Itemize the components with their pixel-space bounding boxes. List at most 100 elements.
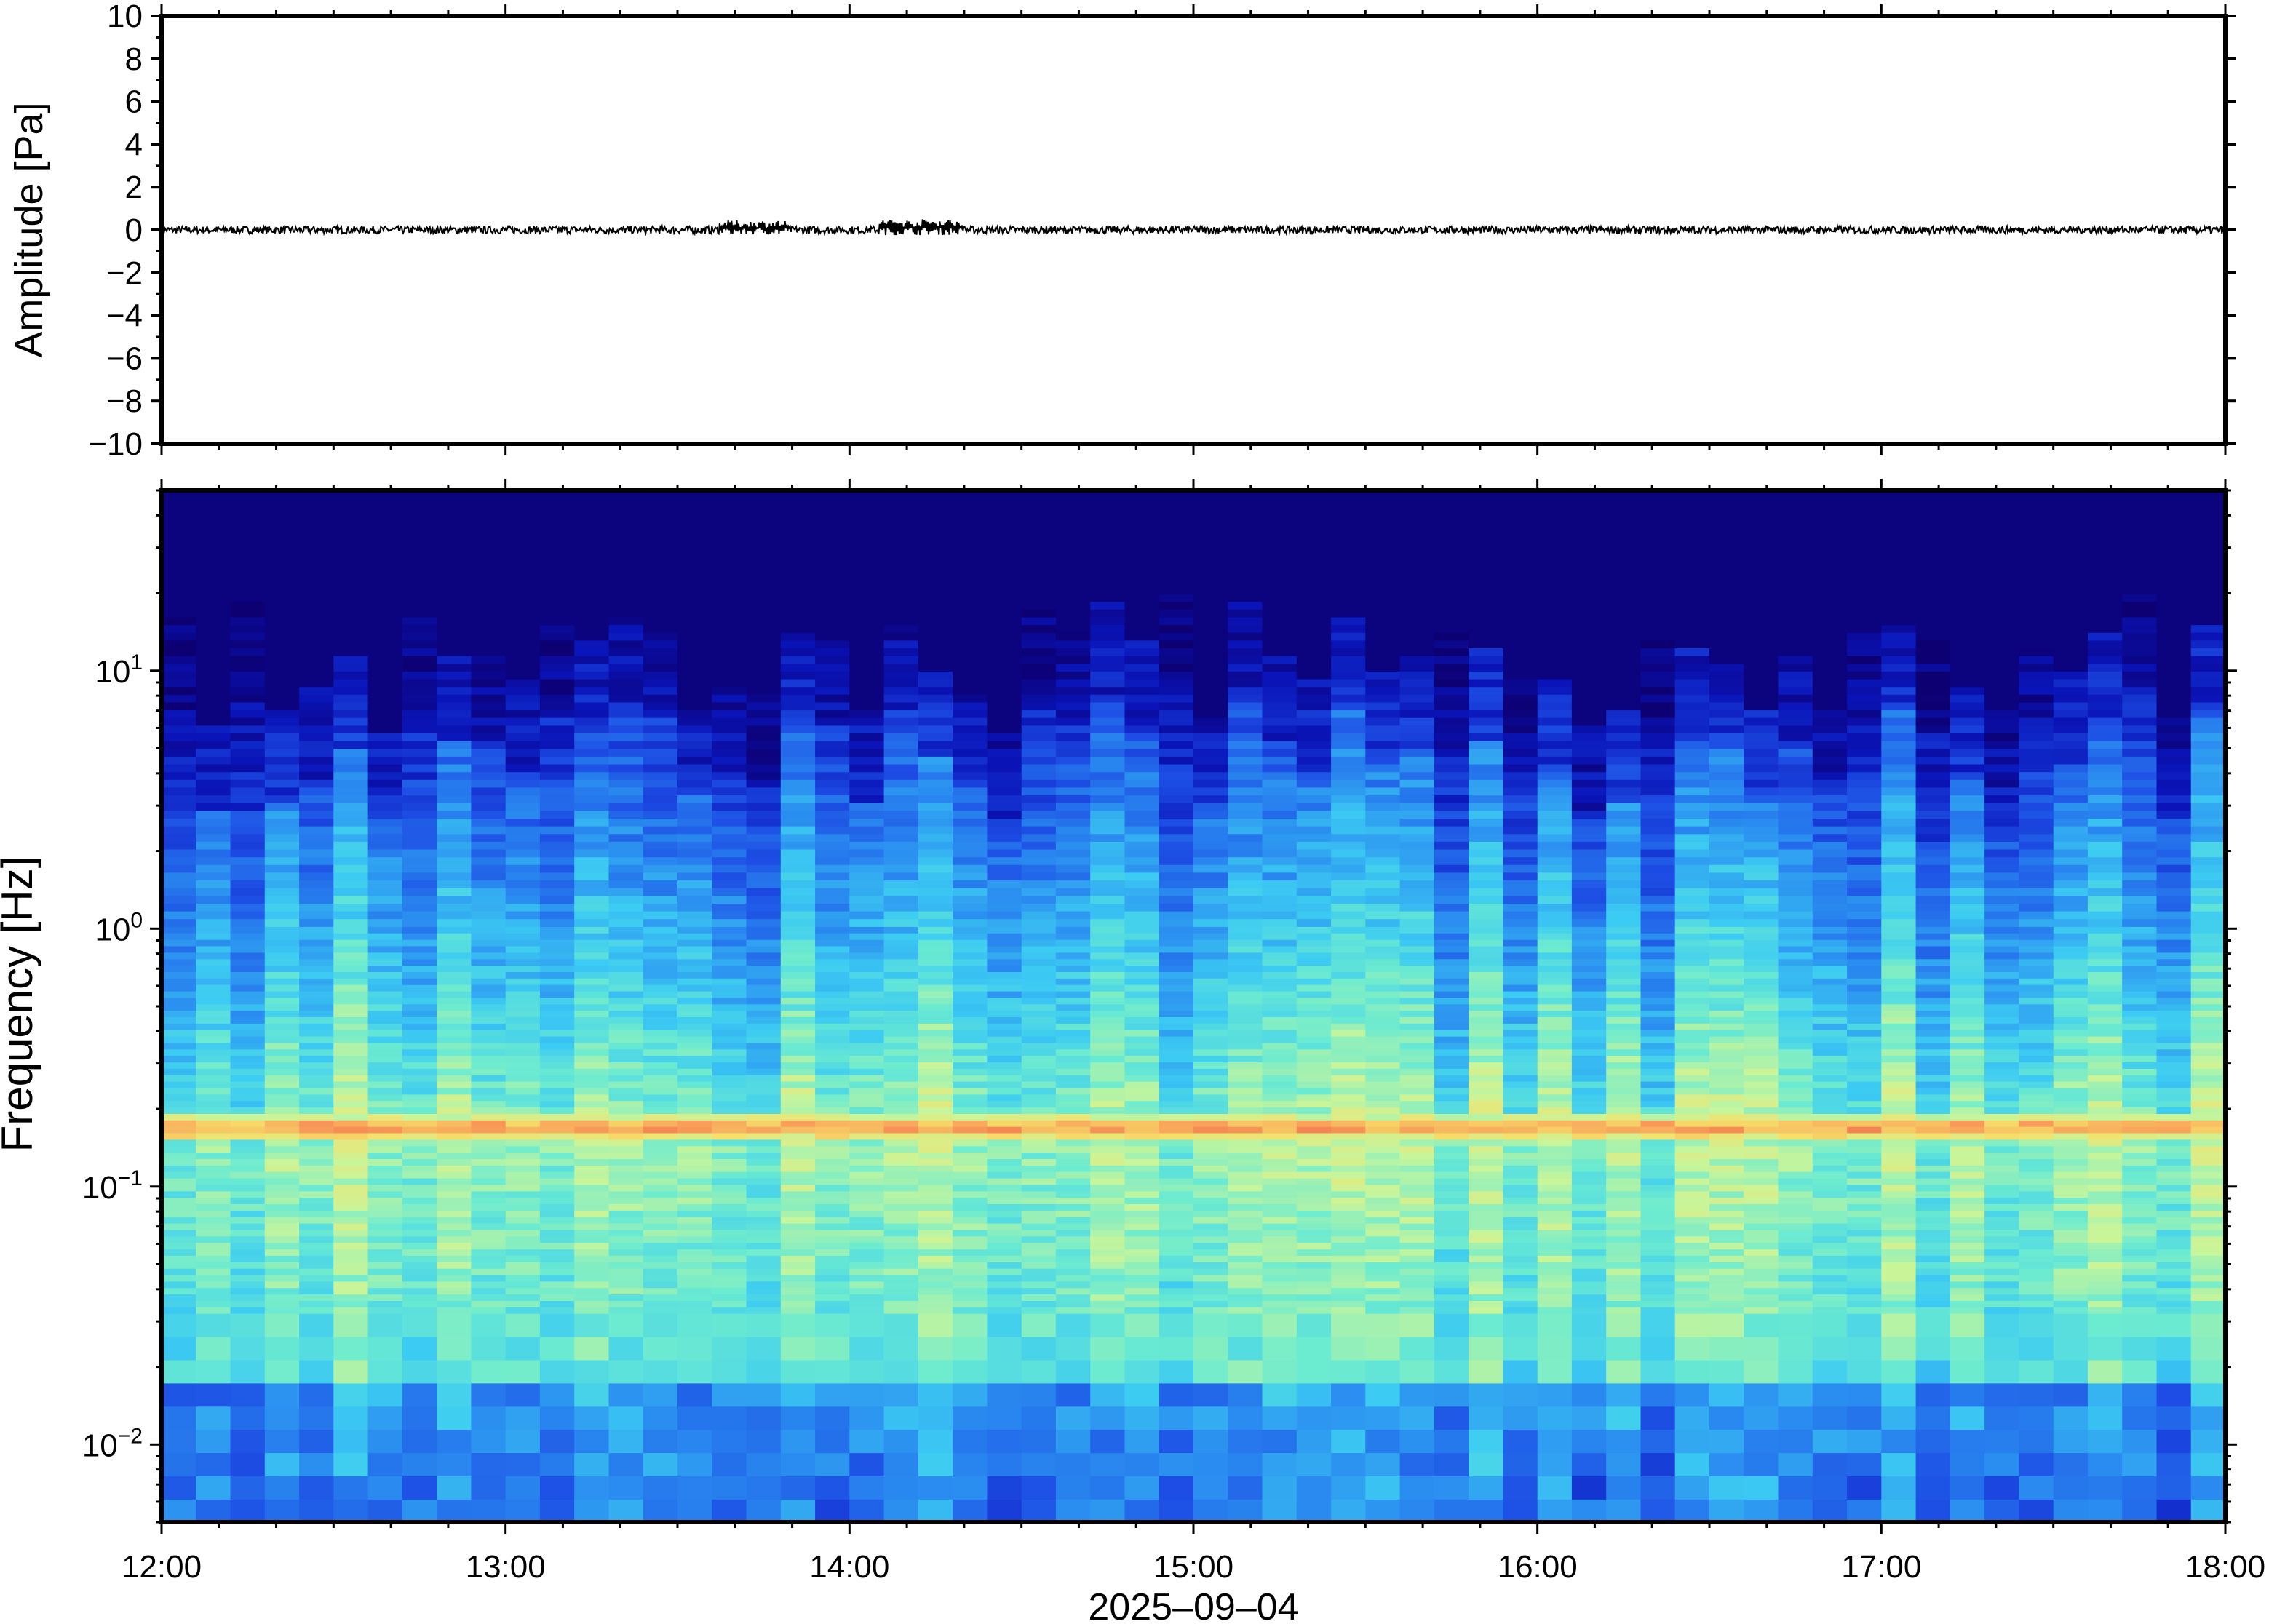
spectrogram-cell xyxy=(264,1068,300,1075)
spectrogram-cell xyxy=(299,1139,335,1147)
spectrogram-cell xyxy=(162,624,197,633)
spectrogram-cell xyxy=(196,1452,231,1476)
spectrogram-cell xyxy=(196,903,231,912)
spectrogram-cell xyxy=(746,1262,782,1269)
spectrogram-cell xyxy=(367,1274,403,1282)
spectrogram-cell xyxy=(539,516,575,525)
spectrogram-cell xyxy=(1193,678,1229,688)
spectrogram-cell xyxy=(987,578,1022,586)
spectrogram-cell xyxy=(677,926,713,934)
spectrogram-cell xyxy=(539,493,575,501)
spectrogram-cell xyxy=(402,990,437,998)
spectrogram-cell xyxy=(333,763,369,773)
spectrogram-cell xyxy=(815,1452,851,1476)
spectrogram-cell xyxy=(815,1235,851,1243)
spectrogram-cell xyxy=(815,1262,851,1269)
spectrogram-cell xyxy=(1021,1300,1057,1307)
spectrogram-cell xyxy=(746,1287,782,1295)
spectrogram-cell xyxy=(643,841,678,850)
spectrogram-cell xyxy=(1296,1307,1332,1314)
spectrogram-cell xyxy=(815,1382,851,1407)
spectrogram-cell xyxy=(1365,663,1401,672)
spectrogram-cell xyxy=(1434,562,1469,571)
spectrogram-cell xyxy=(677,1452,713,1476)
spectrogram-cell xyxy=(780,1229,816,1237)
spectrogram-cell xyxy=(1159,945,1194,953)
spectrogram-cell xyxy=(1469,958,1504,966)
spectrogram-cell xyxy=(367,1145,403,1153)
spectrogram-cell xyxy=(437,1499,472,1522)
spectrogram-cell xyxy=(264,856,300,865)
spectrogram-cell xyxy=(1365,887,1401,896)
spectrogram-cell xyxy=(643,547,678,556)
spectrogram-cell xyxy=(333,1029,369,1037)
spectrogram-cell xyxy=(883,795,919,803)
spectrogram-cell xyxy=(712,1100,747,1108)
spectrogram-cell xyxy=(574,1255,610,1262)
spectrogram-cell xyxy=(1262,1216,1298,1224)
spectrogram-cell xyxy=(574,952,610,960)
spectrogram-cell xyxy=(1228,771,1263,780)
spectrogram-cell xyxy=(1193,1336,1229,1361)
spectrogram-cell xyxy=(608,1023,644,1030)
spectrogram-cell xyxy=(1331,570,1367,579)
spectrogram-cell xyxy=(539,694,575,703)
spectrogram-cell xyxy=(1331,1229,1367,1237)
spectrogram-cell xyxy=(712,1313,747,1337)
spectrogram-cell xyxy=(1365,939,1401,947)
spectrogram-cell xyxy=(608,1235,644,1243)
spectrogram-cell xyxy=(230,686,266,695)
spectrogram-cell xyxy=(162,1080,197,1088)
spectrogram-cell xyxy=(608,1048,644,1056)
spectrogram-cell xyxy=(333,756,369,765)
spectrogram-cell xyxy=(1090,1429,1126,1454)
spectrogram-cell xyxy=(196,1406,231,1430)
spectrogram-cell xyxy=(196,825,231,835)
spectrogram-cell xyxy=(677,1203,713,1211)
spectrogram-cell xyxy=(987,717,1022,726)
spectrogram-cell xyxy=(1365,1016,1401,1024)
spectrogram-cell xyxy=(505,531,541,541)
spectrogram-cell xyxy=(539,763,575,773)
spectrogram-cell xyxy=(1228,795,1263,803)
spectrogram-cell xyxy=(883,648,919,656)
spectrogram-cell xyxy=(953,554,988,563)
spectrogram-cell xyxy=(1193,1287,1229,1295)
spectrogram-cell xyxy=(264,1197,300,1204)
spectrogram-cell xyxy=(539,1010,575,1017)
spectrogram-cell xyxy=(196,1035,231,1043)
spectrogram-cell xyxy=(162,1010,197,1017)
spectrogram-cell xyxy=(815,501,851,509)
spectrogram-cell xyxy=(264,648,300,656)
spectrogram-cell xyxy=(918,895,953,904)
spectrogram-cell xyxy=(1055,1003,1091,1011)
spectrogram-cell xyxy=(1193,1300,1229,1307)
spectrogram-cell xyxy=(539,856,575,865)
spectrogram-cell xyxy=(815,1165,851,1172)
spectrogram-cell xyxy=(1159,1281,1194,1289)
spectrogram-cell xyxy=(918,1023,953,1030)
spectrogram-cell xyxy=(677,1216,713,1224)
spectrogram-cell xyxy=(1262,1287,1298,1295)
spectrogram-cell xyxy=(437,1177,472,1185)
spectrogram-cell xyxy=(849,880,885,888)
spectrogram-cell xyxy=(1021,1177,1057,1185)
spectrogram-cell xyxy=(230,818,266,827)
spectrogram-cell xyxy=(1021,663,1057,672)
spectrogram-cell xyxy=(677,1113,713,1121)
spectrogram-cell xyxy=(264,810,300,819)
spectrogram-cell xyxy=(677,1003,713,1011)
spectrogram-cell xyxy=(402,1107,437,1114)
spectrogram-cell xyxy=(196,1255,231,1262)
spectrogram-cell xyxy=(505,1120,541,1127)
spectrogram-cell xyxy=(849,1216,885,1224)
spectrogram-cell xyxy=(367,709,403,718)
spectrogram-cell xyxy=(1021,1216,1057,1224)
spectrogram-cell xyxy=(953,1177,988,1185)
spectrogram-cell xyxy=(1090,1055,1126,1063)
spectrogram-cell xyxy=(1469,1249,1504,1256)
spectrogram-cell xyxy=(1365,1406,1401,1430)
spectrogram-cell xyxy=(1469,1281,1504,1289)
spectrogram-cell xyxy=(299,1113,335,1121)
spectrogram-cell xyxy=(196,1068,231,1075)
